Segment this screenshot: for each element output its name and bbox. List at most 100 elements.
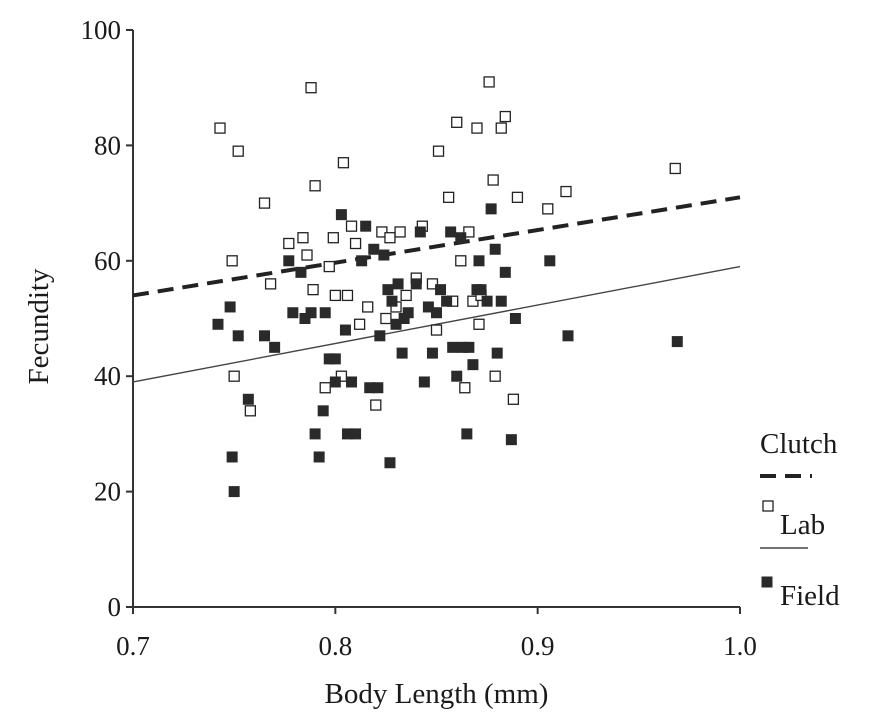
legend-field-marker: [761, 576, 773, 588]
y-tick-label: 80: [94, 130, 121, 160]
lab-point: [459, 382, 471, 394]
y-tick-label: 60: [94, 246, 121, 276]
lab-point: [309, 180, 321, 192]
lab-point: [495, 122, 507, 134]
lab-point: [335, 370, 348, 382]
lab-point: [463, 226, 475, 238]
field-point: [346, 376, 358, 388]
lab-point: [228, 370, 240, 382]
field-point: [386, 295, 398, 307]
legend-field-label: Field: [780, 580, 840, 612]
lab-point: [341, 289, 354, 302]
field-point: [402, 307, 414, 319]
lab-point: [297, 232, 309, 244]
field-point: [378, 249, 390, 261]
lab-point: [337, 157, 350, 169]
field-point: [356, 255, 368, 267]
lab-point: [349, 237, 362, 250]
field-point: [414, 226, 426, 238]
field-point: [372, 382, 384, 394]
field-point: [329, 376, 341, 388]
lab-point: [323, 260, 335, 273]
lab-point: [264, 278, 277, 290]
field-point: [485, 203, 497, 215]
lab-point: [455, 255, 467, 267]
field-point: [426, 347, 438, 359]
field-point: [313, 451, 325, 463]
field-trend-line: [132, 265, 741, 383]
field-point: [283, 255, 295, 267]
field-point: [473, 255, 485, 267]
lab-point: [226, 255, 238, 267]
lab-point: [232, 145, 244, 157]
lab-point: [511, 191, 524, 203]
data-points: [212, 76, 683, 498]
field-point: [224, 301, 236, 313]
field-point: [544, 255, 556, 267]
field-point: [350, 428, 362, 440]
lab-point: [307, 283, 319, 296]
lab-point: [376, 226, 388, 238]
field-point: [390, 318, 402, 330]
y-tick-label: 0: [108, 592, 122, 622]
field-point: [422, 301, 434, 313]
field-point: [463, 341, 475, 353]
lab-point: [400, 289, 412, 302]
lab-point: [542, 203, 554, 215]
lab-point: [430, 324, 443, 336]
lab-point: [244, 405, 257, 417]
lab-point: [345, 220, 358, 232]
lab-point: [301, 249, 313, 261]
field-point: [562, 330, 574, 342]
y-tick-label: 100: [81, 15, 122, 45]
field-point: [242, 393, 254, 405]
x-tick-label: 0.7: [116, 631, 150, 661]
lab-point: [489, 370, 501, 382]
field-point: [396, 347, 408, 359]
lab-point: [362, 301, 374, 313]
field-point: [461, 428, 473, 440]
lab-point: [432, 145, 445, 157]
lab-point: [384, 232, 396, 244]
y-axis-title: Fecundity: [23, 268, 55, 384]
lab-point: [471, 122, 483, 134]
lab-point: [353, 318, 366, 330]
lab-point: [370, 399, 382, 411]
lab-point: [499, 110, 511, 123]
field-point: [435, 284, 447, 296]
field-point: [475, 284, 487, 296]
field-point: [295, 266, 307, 278]
x-tick-label: 0.8: [318, 631, 352, 661]
field-point: [467, 359, 479, 371]
legend-lab-label: Lab: [780, 509, 825, 541]
field-point: [489, 243, 501, 255]
field-point: [212, 318, 224, 330]
field-point: [491, 347, 503, 359]
field-point: [374, 330, 386, 342]
field-point: [455, 232, 467, 244]
lab-trend-line: [132, 195, 741, 298]
lab-point: [258, 197, 271, 209]
lab-point: [451, 116, 463, 128]
field-point: [392, 278, 404, 290]
field-point: [335, 209, 347, 221]
field-point: [445, 226, 457, 238]
axes: [132, 30, 740, 608]
field-point: [481, 295, 493, 307]
field-point: [447, 341, 459, 353]
field-point: [317, 405, 329, 417]
field-point: [431, 307, 442, 319]
field-point: [329, 353, 341, 365]
field-point: [319, 307, 331, 319]
field-point: [309, 428, 321, 440]
field-point: [495, 295, 507, 307]
field-point: [410, 278, 422, 290]
field-point: [305, 307, 317, 319]
legend-title: Clutch: [760, 428, 838, 460]
lab-point: [283, 237, 295, 250]
lab-point: [442, 191, 455, 203]
field-point: [505, 434, 517, 446]
lab-point: [467, 295, 479, 307]
ticks: 0 20 40 60 80 100 0.7 0.8 0.9 1.0: [81, 15, 757, 661]
